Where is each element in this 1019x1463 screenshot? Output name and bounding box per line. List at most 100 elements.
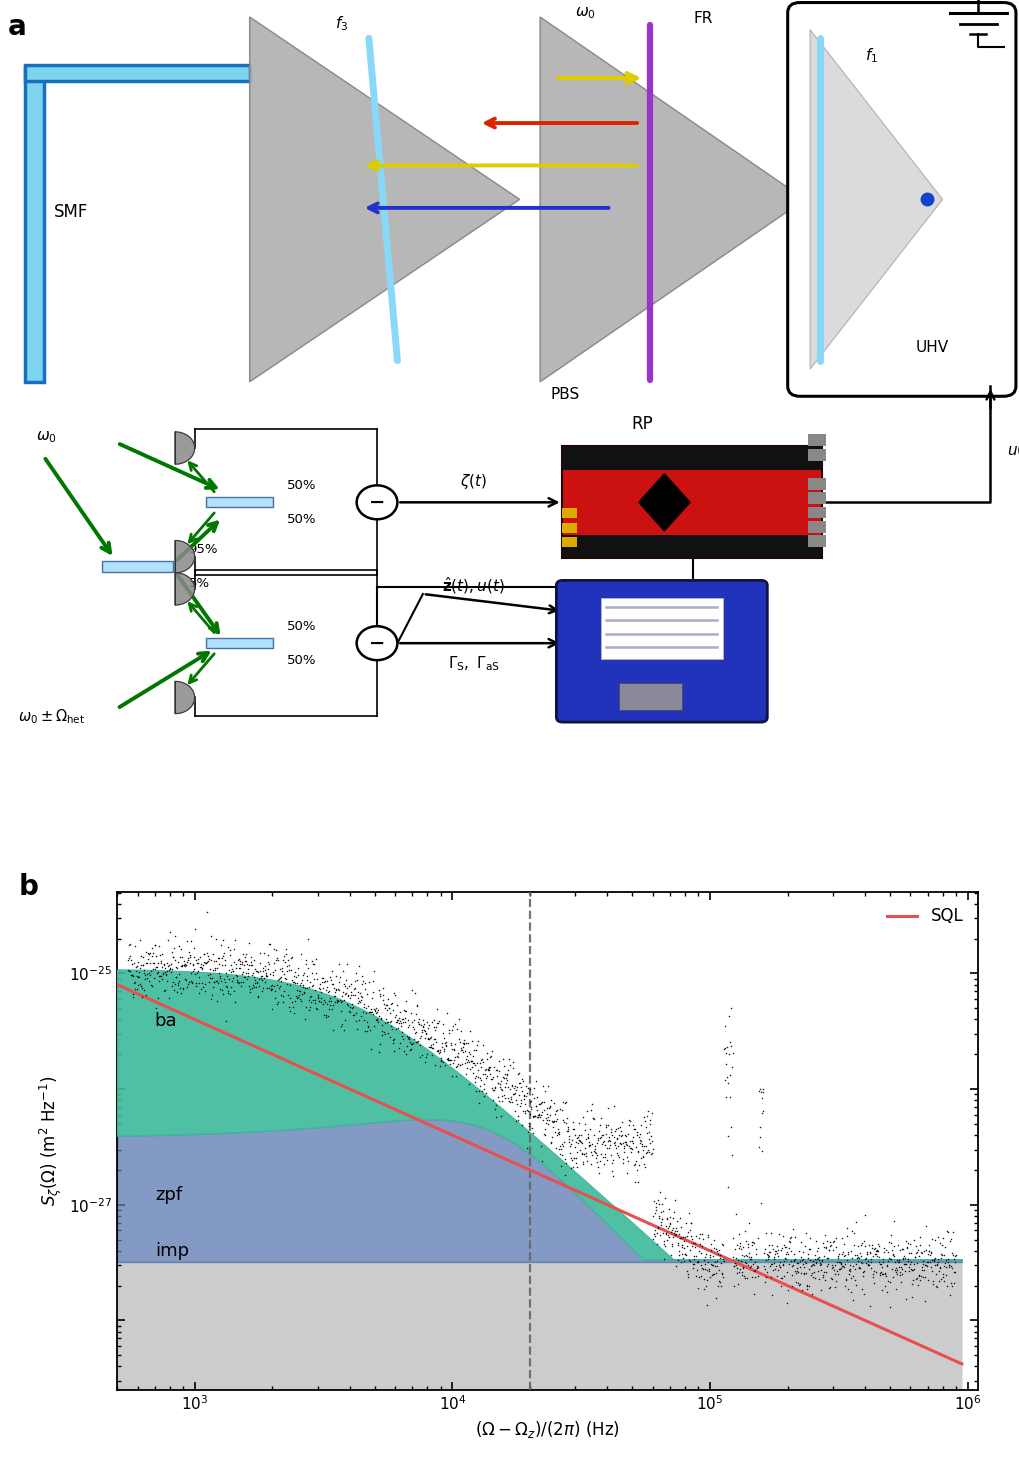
Point: [203, 925, 219, 948]
Point: [614, 1124, 631, 1147]
Point: [142, 942, 158, 966]
Point: [239, 957, 256, 980]
Point: [887, 1245, 903, 1268]
Point: [411, 1007, 427, 1030]
Point: [717, 1036, 734, 1059]
Point: [693, 1254, 709, 1277]
Point: [436, 1027, 452, 1050]
Point: [808, 1252, 824, 1276]
Point: [271, 976, 287, 999]
Point: [813, 1279, 829, 1302]
Point: [680, 1263, 696, 1286]
Point: [605, 1163, 622, 1186]
Point: [462, 1040, 478, 1064]
Point: [125, 964, 142, 988]
Point: [662, 1213, 679, 1236]
Point: [848, 1273, 864, 1296]
Point: [433, 1049, 449, 1072]
Point: [935, 1270, 952, 1293]
Point: [328, 977, 344, 1001]
Point: [195, 952, 211, 976]
Point: [343, 973, 360, 996]
Point: [512, 1094, 528, 1118]
Point: [938, 1219, 955, 1242]
FancyBboxPatch shape: [556, 581, 767, 723]
Point: [121, 960, 138, 983]
Point: [552, 1097, 569, 1121]
Point: [684, 1235, 700, 1258]
Point: [522, 1078, 538, 1102]
Point: [392, 1009, 409, 1033]
Point: [545, 1109, 561, 1132]
Point: [782, 1226, 798, 1249]
Point: [941, 1254, 957, 1277]
Point: [506, 1081, 523, 1105]
Point: [202, 966, 218, 989]
Point: [658, 1207, 675, 1230]
Point: [222, 960, 238, 983]
Point: [143, 964, 159, 988]
Point: [316, 970, 332, 993]
Point: [122, 945, 139, 969]
Point: [251, 985, 267, 1008]
Point: [505, 1077, 522, 1100]
Point: [640, 1138, 656, 1162]
Point: [764, 1283, 781, 1306]
Point: [696, 1277, 712, 1301]
Point: [862, 1295, 878, 1318]
Point: [734, 1260, 750, 1283]
Point: [462, 1020, 478, 1043]
Point: [404, 979, 420, 1002]
Point: [881, 1296, 898, 1320]
Point: [307, 990, 323, 1014]
Point: [460, 1050, 476, 1074]
Point: [622, 1135, 638, 1159]
Point: [439, 1048, 455, 1071]
Point: [494, 1088, 511, 1112]
Point: [932, 1230, 949, 1254]
Point: [373, 1007, 389, 1030]
Point: [583, 1099, 599, 1122]
Point: [619, 1146, 635, 1169]
Point: [866, 1260, 882, 1283]
Point: [798, 1222, 814, 1245]
Point: [499, 1086, 516, 1109]
Point: [746, 1230, 762, 1254]
Point: [496, 1055, 513, 1078]
Point: [718, 1086, 735, 1109]
Point: [903, 1257, 919, 1280]
Point: [261, 952, 277, 976]
Point: [405, 1015, 421, 1039]
Point: [686, 1245, 702, 1268]
Point: [662, 1206, 679, 1229]
Point: [233, 970, 250, 993]
Point: [207, 955, 223, 979]
Point: [144, 936, 160, 960]
Point: [388, 1017, 405, 1040]
Point: [818, 1229, 835, 1252]
Point: [300, 928, 316, 951]
Point: [653, 1213, 669, 1236]
Point: [945, 1274, 961, 1298]
Point: [850, 1233, 866, 1257]
Point: [413, 1024, 429, 1048]
Point: [601, 1128, 618, 1151]
Point: [837, 1245, 853, 1268]
Point: [907, 1245, 923, 1268]
Point: [525, 1121, 541, 1144]
Point: [897, 1260, 913, 1283]
Point: [282, 973, 299, 996]
Point: [921, 1239, 937, 1263]
Point: [660, 1216, 677, 1239]
Point: [592, 1150, 608, 1173]
Point: [158, 963, 174, 986]
Point: [357, 993, 373, 1017]
Point: [687, 1235, 703, 1258]
Point: [497, 1086, 514, 1109]
Point: [432, 1039, 448, 1062]
Point: [417, 1050, 433, 1074]
Point: [484, 1040, 500, 1064]
Point: [449, 1052, 466, 1075]
Point: [727, 1251, 743, 1274]
Point: [794, 1279, 810, 1302]
